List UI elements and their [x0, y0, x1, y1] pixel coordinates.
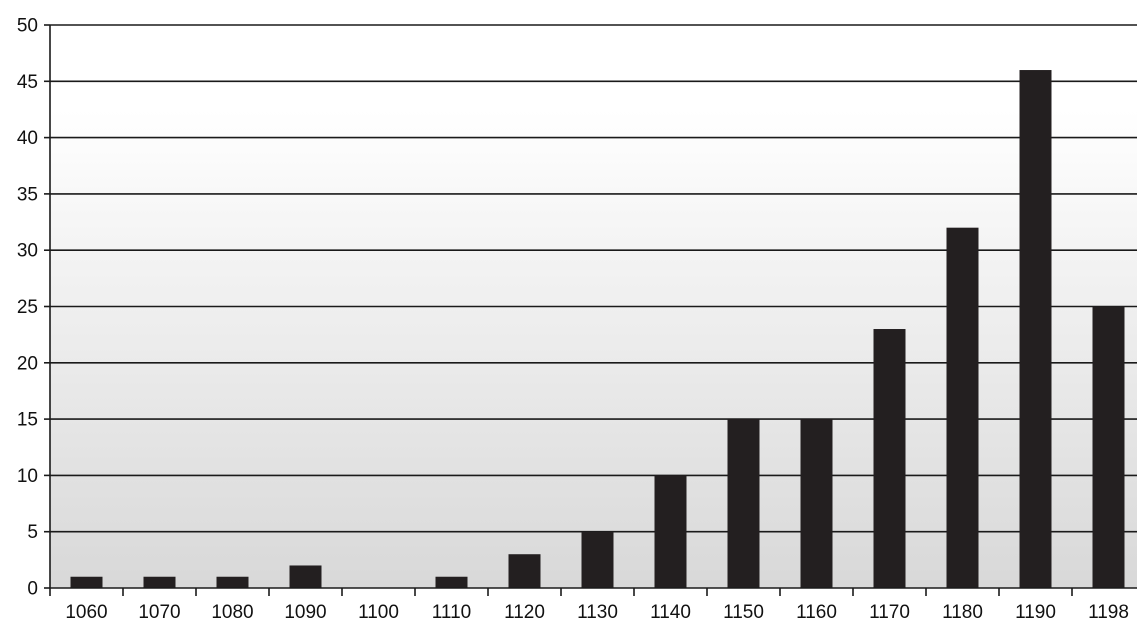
bar-1198	[1092, 306, 1125, 588]
y-tick-label-30: 30	[17, 241, 38, 262]
bars	[70, 70, 1125, 589]
x-tick-label-1150: 1150	[723, 602, 764, 623]
y-tick-label-45: 45	[17, 72, 38, 93]
x-tick-label-1198: 1198	[1088, 602, 1129, 623]
bar-1120	[508, 554, 541, 588]
x-tick-label-1110: 1110	[432, 602, 471, 623]
x-tick-label-1160: 1160	[796, 602, 837, 623]
x-tick-label-1140: 1140	[650, 602, 691, 623]
y-tick-label-10: 10	[17, 466, 38, 487]
bar-1160	[800, 419, 833, 588]
x-tick-labels: 1060 1070 1080 1090 1100 1110 1120 1130 1140 1150…	[65, 602, 1129, 623]
x-tick-label-1090: 1090	[284, 602, 326, 623]
y-tick-labels: 0 5 10 15 20 25 30 35 40 45 50	[17, 16, 38, 600]
x-tick-label-1180: 1180	[942, 602, 983, 623]
bar-1060	[70, 576, 103, 588]
y-tick-label-15: 15	[17, 410, 38, 431]
bar-1170	[873, 329, 906, 588]
x-tick-label-1190: 1190	[1015, 602, 1056, 623]
x-tick-label-1070: 1070	[138, 602, 180, 623]
bar-1190	[1019, 70, 1052, 589]
bar-1110	[435, 576, 468, 588]
x-tick-label-1080: 1080	[211, 602, 253, 623]
bar-1140	[654, 475, 687, 588]
x-tick-label-1060: 1060	[65, 602, 107, 623]
bar-1080	[216, 576, 249, 588]
x-tick-label-1100: 1100	[358, 602, 399, 623]
x-tick-label-1130: 1130	[577, 602, 618, 623]
x-tick-label-1170: 1170	[869, 602, 910, 623]
y-tick-label-35: 35	[17, 184, 38, 205]
y-tick-label-5: 5	[27, 522, 38, 543]
bar-1070	[143, 576, 176, 588]
y-tick-label-40: 40	[17, 128, 38, 149]
x-tick-label-1120: 1120	[504, 602, 545, 623]
bar-1090	[289, 565, 322, 588]
y-tick-label-0: 0	[27, 579, 38, 600]
y-tick-label-20: 20	[17, 353, 38, 374]
y-tick-label-25: 25	[17, 297, 38, 318]
axes	[49, 25, 1137, 596]
bar-1150	[727, 419, 760, 588]
y-tick-label-50: 50	[17, 16, 38, 37]
bar-1180	[946, 227, 979, 588]
bar-1130	[581, 531, 614, 588]
